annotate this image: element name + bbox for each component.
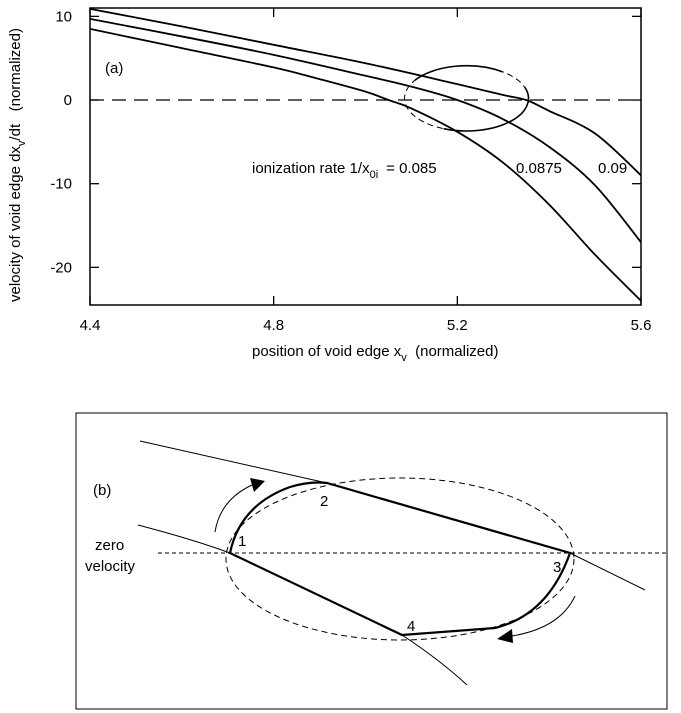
point-4-label: 4 [407, 618, 415, 635]
y-tick-label: -10 [50, 176, 72, 193]
point-2-label: 2 [320, 493, 328, 510]
y-tick-label: -20 [50, 259, 72, 276]
panel-b: (b) zero velocity 1 2 3 4 [75, 412, 668, 710]
panel-a-label: (a) [105, 60, 123, 77]
y-axis-ticks: 10 0 -10 -20 [50, 8, 72, 276]
rate-label-0.0875: 0.0875 [516, 160, 562, 177]
tick-marks [89, 8, 642, 305]
panel-a: 10 0 -10 -20 4.4 4.8 5.2 5.6 (a) ionization ra… [7, 7, 652, 364]
y-tick-label: 10 [55, 8, 72, 25]
y-tick-label: 0 [64, 92, 72, 109]
dashed-ellipse [225, 477, 575, 641]
x-axis-ticks: 4.4 4.8 5.2 5.6 [80, 317, 652, 334]
series-line-0.085 [89, 28, 642, 302]
upper-velocity-curve [139, 440, 646, 591]
point-1-label: 1 [238, 533, 246, 550]
arrow-up-icon [250, 478, 265, 492]
zero-label: zero [95, 537, 124, 554]
x-axis-label: position of void edge xv (normalized) [252, 343, 498, 364]
rate-label-0.09: 0.09 [598, 160, 627, 177]
lower-velocity-curve [137, 524, 468, 686]
velocity-label: velocity [85, 558, 136, 575]
x-tick-label: 4.4 [80, 317, 101, 334]
diagram-frame-b [75, 412, 668, 710]
ellipse-solid-bottom [443, 86, 530, 132]
hysteresis-loop [228, 481, 572, 637]
arrow-down-path [511, 595, 576, 637]
x-tick-label: 5.2 [447, 317, 468, 334]
arrow-down-icon [497, 629, 513, 643]
y-axis-label: velocity of void edge dxv/dt (normalized… [7, 28, 28, 302]
x-tick-label: 5.6 [631, 317, 652, 334]
arrow-up-path [214, 484, 253, 533]
ellipse-solid-top [414, 64, 503, 81]
series-line-0.09 [89, 7, 642, 176]
panel-b-label: (b) [93, 482, 111, 499]
plot-frame-a [89, 7, 642, 306]
point-3-label: 3 [553, 559, 561, 576]
trajectory-ellipse [404, 64, 530, 132]
x-tick-label: 4.8 [263, 317, 284, 334]
ionization-rate-annotation: ionization rate 1/x0i = 0.085 [252, 160, 437, 181]
series-line-0.0875 [89, 17, 642, 243]
series-lines [89, 7, 642, 302]
